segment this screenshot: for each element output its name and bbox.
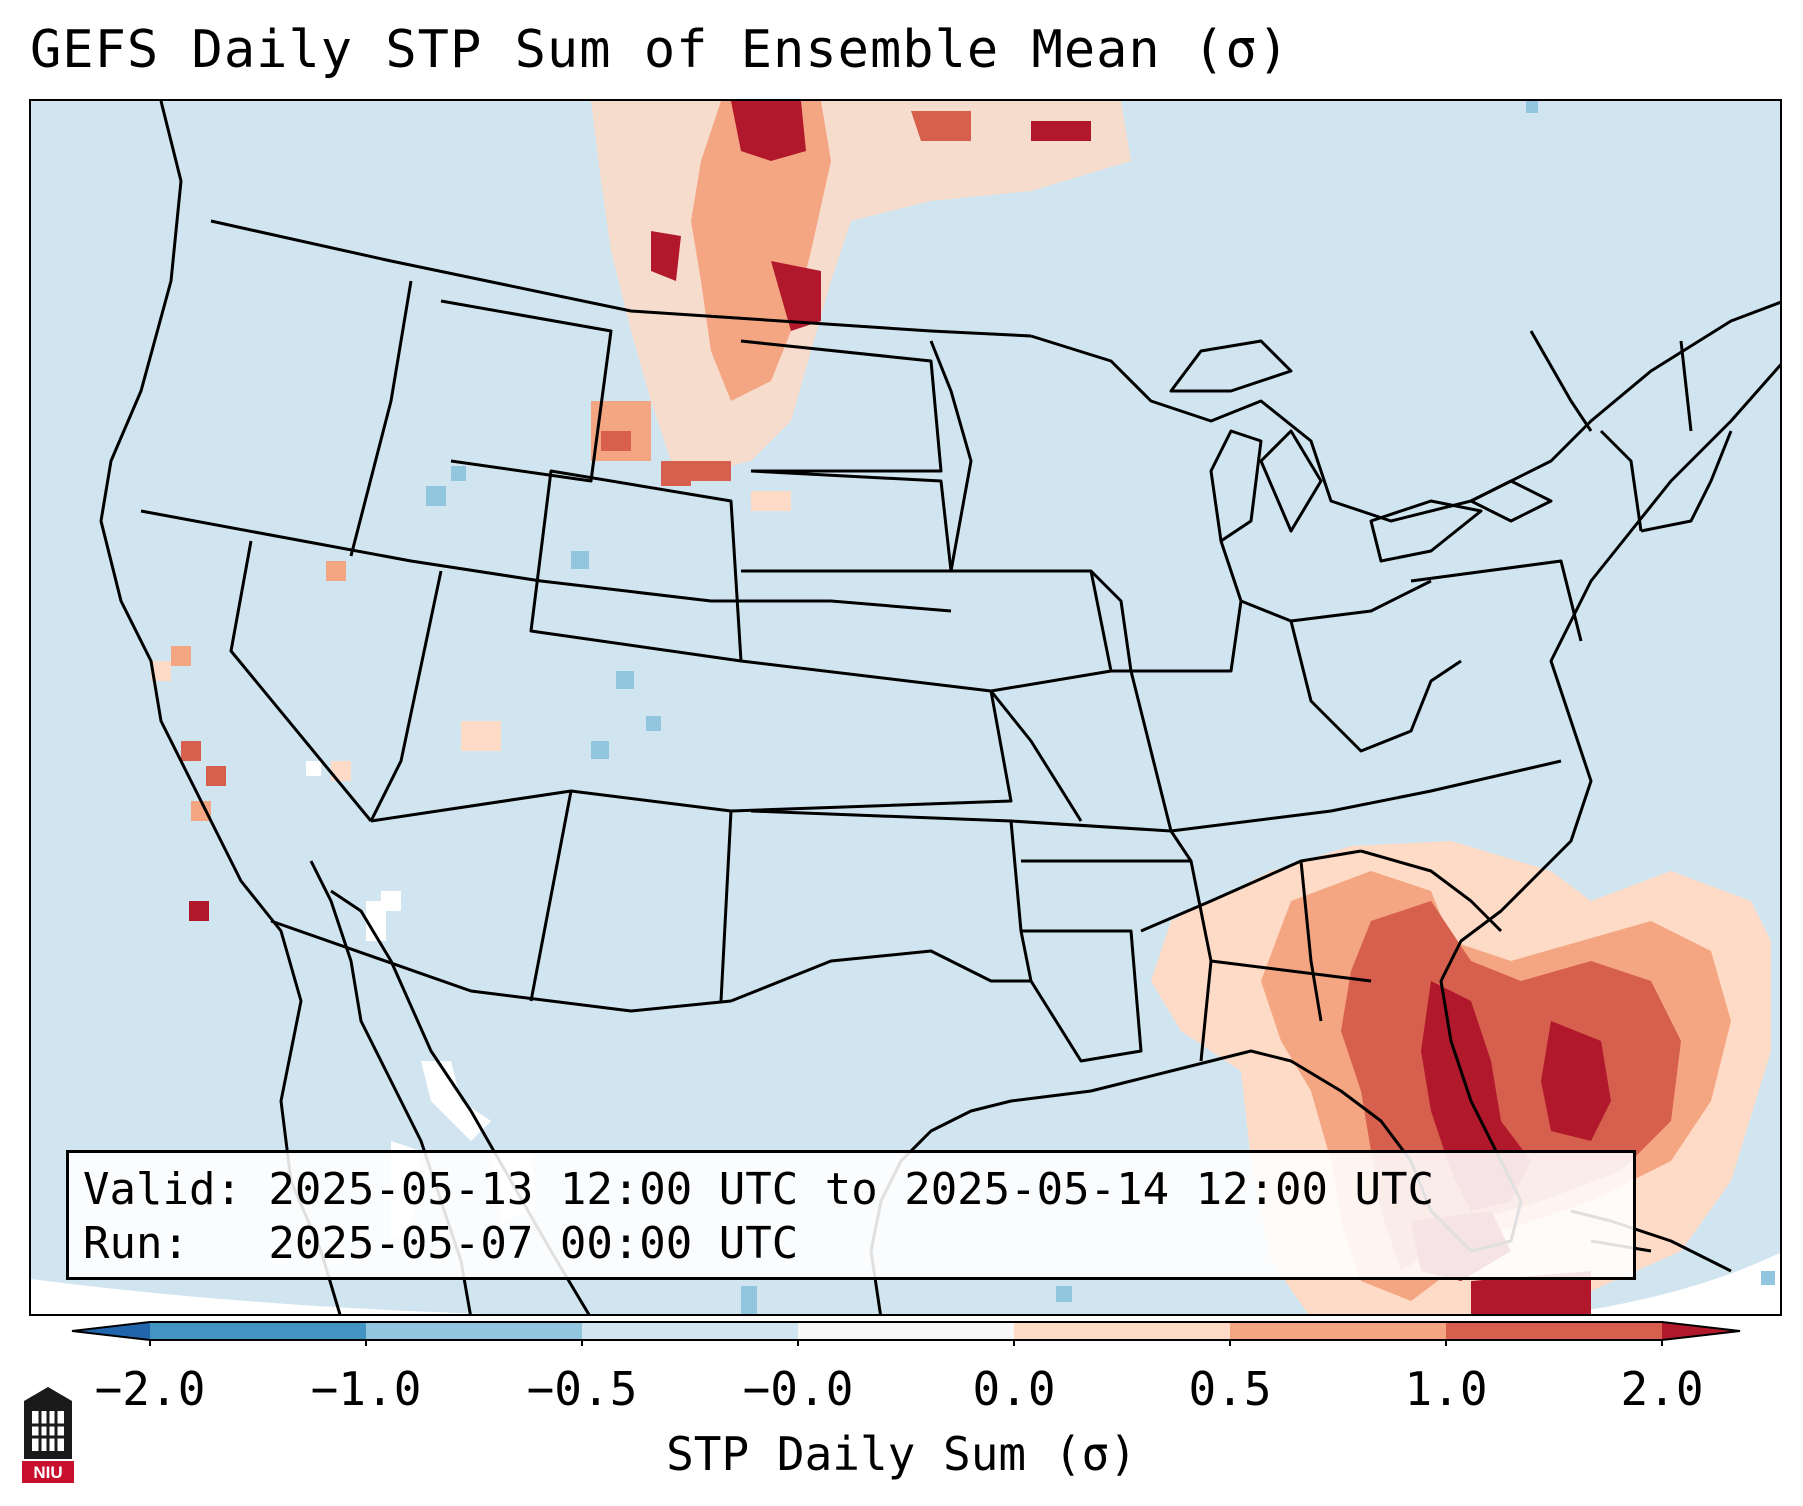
valid-line: Valid: 2025-05-13 12:00 UTC to 2025-05-1… xyxy=(83,1164,1435,1215)
colorbar-ticks xyxy=(149,1340,1663,1346)
colorbar-tick-label: −1.0 xyxy=(310,1362,422,1416)
colorbar-tick-label: 0.5 xyxy=(1188,1362,1272,1416)
colorbar-extend-low xyxy=(72,1322,150,1340)
anomaly-northern-plains xyxy=(591,101,1131,511)
colorbar-tick-label: −0.5 xyxy=(526,1362,638,1416)
colorbar-segment xyxy=(798,1322,1014,1340)
colorbar-segment xyxy=(582,1322,798,1340)
info-box: Valid: 2025-05-13 12:00 UTC to 2025-05-1… xyxy=(66,1150,1636,1280)
map-panel xyxy=(29,99,1782,1316)
colorbar-tick-label: −2.0 xyxy=(94,1362,206,1416)
map-canvas xyxy=(31,101,1780,1314)
colorbar-segment xyxy=(366,1322,582,1340)
colorbar-segment xyxy=(1014,1322,1230,1340)
geographic-boundaries xyxy=(99,101,1780,1314)
niu-logo-text: NIU xyxy=(33,1463,62,1482)
colorbar xyxy=(71,1321,1741,1346)
colorbar-segment xyxy=(150,1322,366,1340)
colorbar-extend-high xyxy=(1662,1322,1740,1340)
colorbar-segment xyxy=(1446,1322,1662,1340)
anomaly-negative-scattered xyxy=(426,101,1775,1314)
run-line: Run: 2025-05-07 00:00 UTC xyxy=(83,1218,799,1269)
colorbar-label: STP Daily Sum (σ) xyxy=(666,1427,1137,1481)
colorbar-tick-label: 0.0 xyxy=(972,1362,1056,1416)
figure-title: GEFS Daily STP Sum of Ensemble Mean (σ) xyxy=(30,20,1290,80)
niu-logo: NIU xyxy=(22,1387,74,1483)
colorbar-segment xyxy=(1230,1322,1446,1340)
colorbar-tick-label: −0.0 xyxy=(742,1362,854,1416)
colorbar-tick-label: 1.0 xyxy=(1404,1362,1488,1416)
anomaly-california xyxy=(151,561,501,921)
colorbar-tick-label: 2.0 xyxy=(1620,1362,1704,1416)
